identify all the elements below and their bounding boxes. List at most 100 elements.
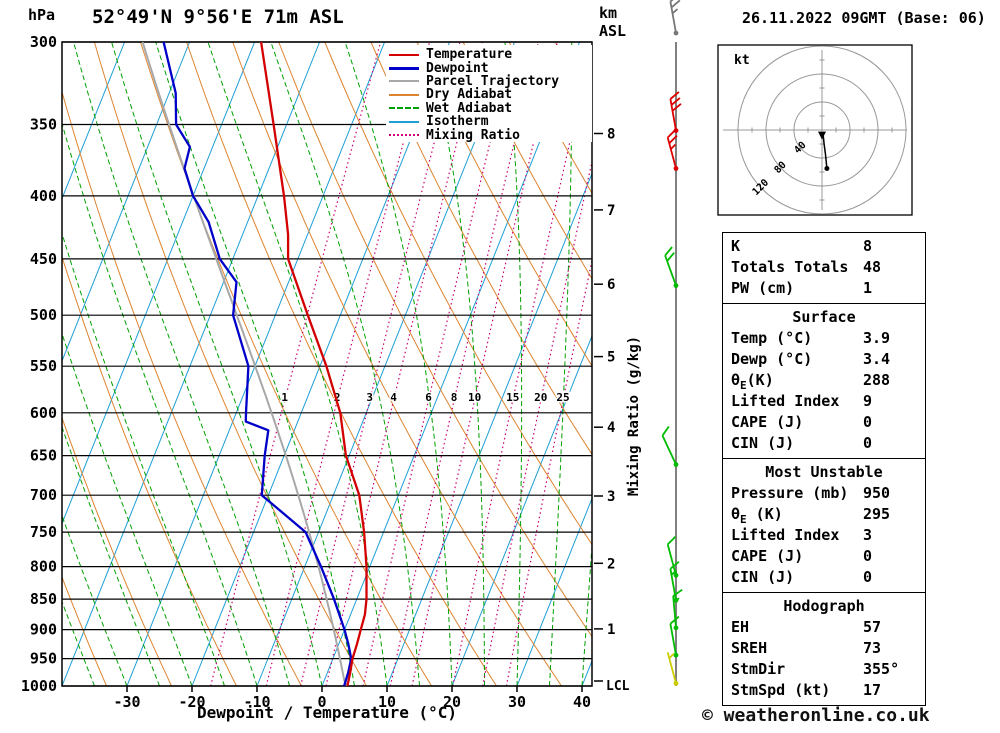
info-table-hodograph: Hodograph EH 57 SREH 73 StmDir 355° StmSpd (kt)… xyxy=(722,592,926,706)
isotherm-line xyxy=(62,42,321,686)
barb-feather xyxy=(666,252,675,262)
pressure-tick-label: 450 xyxy=(30,250,57,268)
table-row-label: SREH xyxy=(731,639,768,657)
mixing-ratio-line xyxy=(265,42,431,686)
hodograph-ring xyxy=(765,73,879,187)
table-row-label: Temp (°C) xyxy=(731,329,813,347)
mixing-ratio-value-label: 8 xyxy=(451,391,458,404)
wet-adiabat-line xyxy=(62,514,128,686)
barb-feather xyxy=(664,246,673,257)
table-row-value: 0 xyxy=(863,547,873,565)
table-row-label: CIN (J) xyxy=(731,568,795,586)
table-row-value: 0 xyxy=(863,434,873,452)
mixing-ratio-value-label: 3 xyxy=(366,391,373,404)
mixing-ratio-value-label: 2 xyxy=(334,391,341,404)
wind-barb xyxy=(661,425,679,467)
legend-item-label: Temperature xyxy=(426,47,513,63)
temp-tick-label: -10 xyxy=(243,693,270,711)
mixing-ratio-line xyxy=(210,42,382,686)
table-row: SREH 73 xyxy=(731,639,925,660)
barb-half-feather xyxy=(671,8,679,14)
mixing-ratio-axis-label: Mixing Ratio (g/kg) xyxy=(626,336,642,496)
table-row: θE(K) 288 xyxy=(731,371,925,392)
table-row: CIN (J) 0 xyxy=(731,568,925,589)
table-row: PW (cm) 1 xyxy=(731,279,925,300)
wet-adiabat-line xyxy=(549,42,573,686)
wind-barb xyxy=(669,0,681,36)
wet-adiabat-line xyxy=(73,42,290,686)
dry-adiabat-line xyxy=(462,42,592,280)
barb-staff xyxy=(666,544,677,576)
mixing-ratio-value-label: 20 xyxy=(534,391,547,404)
table-row-label: K xyxy=(731,237,741,255)
temp-tick-label: 30 xyxy=(508,693,526,711)
barb-half-feather xyxy=(670,569,678,576)
table-row-value: 48 xyxy=(863,258,882,276)
barb-feather xyxy=(670,97,681,106)
pressure-tick-label: 800 xyxy=(30,558,57,576)
table-row: Lifted Index 3 xyxy=(731,526,925,547)
isotherm-line xyxy=(62,42,256,525)
table-row: EH 57 xyxy=(731,618,925,639)
table-row-value: 295 xyxy=(863,505,891,523)
barb-half-feather xyxy=(670,143,677,150)
legend-line-swatch xyxy=(389,53,419,56)
pressure-tick-label: 750 xyxy=(30,523,57,541)
legend-item: Wet Adiabat xyxy=(389,102,592,115)
wind-barb xyxy=(672,588,683,631)
table-row: θE (K) 295 xyxy=(731,505,925,526)
km-tick-label: 7 xyxy=(607,203,615,219)
parcel-trajectory-curve xyxy=(141,42,349,686)
legend: Temperature Dewpoint Parcel Trajectory Dry … xyxy=(386,45,592,142)
km-tick-label: 6 xyxy=(607,277,615,293)
barb-staff xyxy=(664,255,677,286)
table-row-value: 8 xyxy=(863,237,873,255)
wind-barb-column xyxy=(661,0,683,686)
wet-adiabat-line xyxy=(0,42,30,686)
legend-item-label: Mixing Ratio xyxy=(426,127,520,143)
dry-adiabat-line xyxy=(370,42,592,456)
table-row-value: 3.9 xyxy=(863,329,891,347)
km-tick-label: 2 xyxy=(607,556,615,572)
mixing-ratio-value-label: 25 xyxy=(556,391,569,404)
pressure-tick-label: 650 xyxy=(30,447,57,465)
mixing-ratio-value-label: 15 xyxy=(506,391,519,404)
table-row-label: EH xyxy=(731,618,750,636)
mixing-ratio-line xyxy=(300,42,461,686)
barb-feather xyxy=(672,588,683,597)
table-row: CAPE (J) 0 xyxy=(731,547,925,568)
legend-line-swatch xyxy=(389,66,419,70)
wet-adiabat-line xyxy=(62,121,258,686)
wind-barb xyxy=(666,652,679,686)
pressure-tick-label: 300 xyxy=(30,33,57,51)
table-row-label: CIN (J) xyxy=(731,434,795,452)
mixing-ratio-line xyxy=(362,42,516,686)
table-row-value: 288 xyxy=(863,371,891,389)
table-row: Dewp (°C) 3.4 xyxy=(731,350,925,371)
table-row-label: Dewp (°C) xyxy=(731,350,813,368)
pressure-tick-label: 900 xyxy=(30,621,57,639)
legend-item: Temperature xyxy=(389,48,592,61)
pressure-tick-label: 550 xyxy=(30,357,57,375)
temp-tick-label: 20 xyxy=(443,693,461,711)
table-row: Lifted Index 9 xyxy=(731,392,925,413)
storm-motion-marker xyxy=(818,131,826,140)
legend-item: Dewpoint xyxy=(389,61,592,75)
table-section-header: Most Unstable xyxy=(765,463,883,481)
barb-feather xyxy=(667,129,677,139)
pressure-tick-label: 950 xyxy=(30,650,57,668)
table-row-value: 0 xyxy=(863,413,873,431)
barb-feather xyxy=(669,615,680,625)
table-row: Totals Totals 48 xyxy=(731,258,925,279)
wet-adiabat-line xyxy=(62,425,160,686)
pressure-tick-label: 700 xyxy=(30,486,57,504)
dry-adiabat-line xyxy=(416,42,592,367)
hodograph-unit-label: kt xyxy=(734,53,750,68)
legend-item-label: Dry Adiabat xyxy=(426,87,513,103)
temp-tick-label: 40 xyxy=(573,693,591,711)
barb-feather xyxy=(670,0,681,9)
km-tick-label: 1 xyxy=(607,622,615,638)
